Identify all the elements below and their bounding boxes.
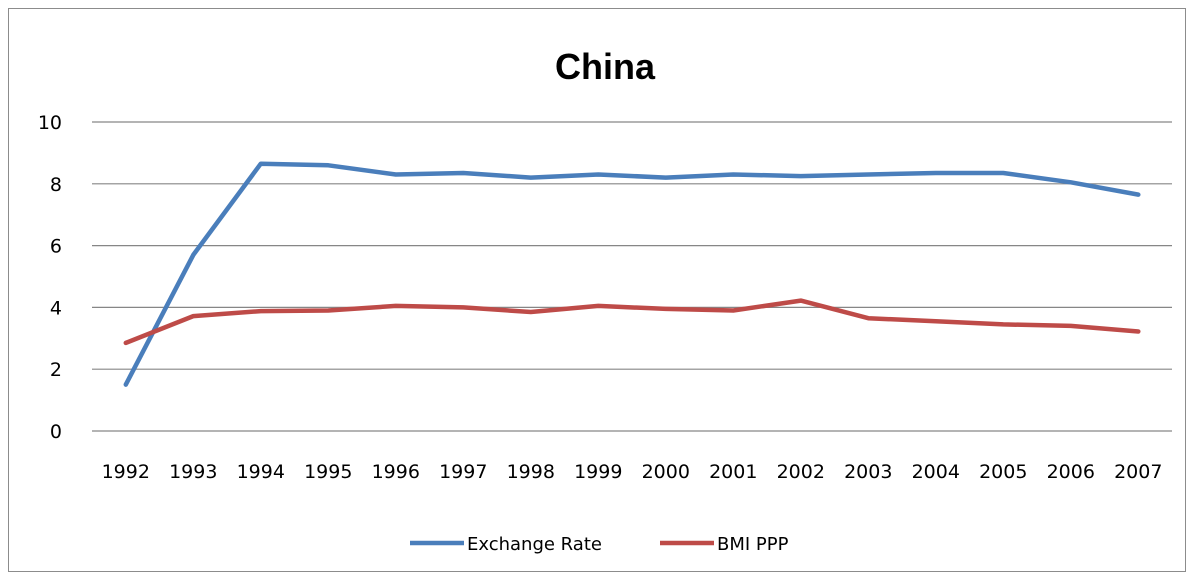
y-tick-label: 0 [50, 421, 62, 443]
x-tick-label: 2006 [1047, 461, 1095, 483]
x-tick-label: 2002 [777, 461, 825, 483]
x-tick-label: 1996 [372, 461, 420, 483]
x-tick-label: 2003 [844, 461, 892, 483]
y-axis-ticks: 0 2 4 6 8 10 [38, 112, 62, 443]
x-tick-label: 2001 [709, 461, 757, 483]
x-tick-label: 1992 [102, 461, 150, 483]
series-line-exchange-rate [123, 161, 1141, 387]
x-tick-label: 1999 [574, 461, 622, 483]
series-lines [123, 161, 1141, 387]
x-tick-label: 1993 [169, 461, 217, 483]
x-tick-label: 2005 [979, 461, 1027, 483]
y-tick-label: 4 [50, 297, 62, 319]
series-line-bmi-ppp [123, 298, 1141, 346]
legend-label: Exchange Rate [467, 534, 602, 555]
y-tick-label: 10 [38, 112, 62, 134]
x-axis-ticks: 1992 1993 1994 1995 1996 1997 1998 1999 2000 2001… [102, 461, 1163, 483]
x-tick-label: 1997 [439, 461, 487, 483]
x-tick-label: 1994 [237, 461, 285, 483]
legend-label: BMI PPP [717, 534, 789, 555]
x-tick-label: 1995 [304, 461, 352, 483]
y-tick-label: 8 [50, 174, 62, 196]
x-tick-label: 2004 [912, 461, 960, 483]
y-tick-label: 6 [50, 236, 62, 258]
legend: Exchange Rate BMI PPP [410, 534, 789, 555]
y-tick-label: 2 [50, 359, 62, 381]
gridlines [92, 121, 1172, 432]
chart-title: China [555, 46, 656, 87]
x-tick-label: 1998 [507, 461, 555, 483]
x-tick-label: 2000 [642, 461, 690, 483]
x-tick-label: 2007 [1114, 461, 1162, 483]
chart-frame [8, 8, 1186, 572]
